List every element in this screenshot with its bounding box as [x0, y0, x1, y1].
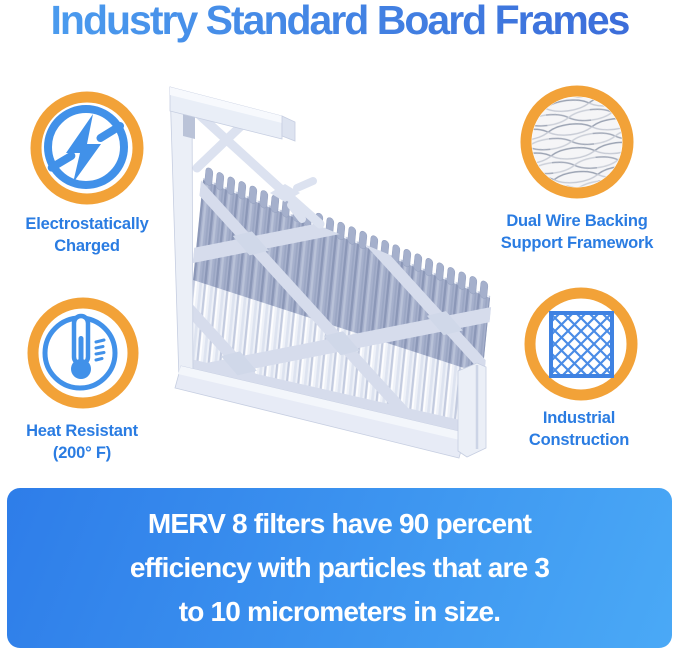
feature-label-line: Electrostatically [25, 215, 149, 233]
feature-label-line: Dual Wire Backing [506, 212, 648, 230]
banner-text-line: efficiency with particles that are 3 [129, 552, 550, 583]
page-title: Industry Standard Board Frames [0, 0, 679, 43]
lightning-bolt-icon [66, 114, 101, 183]
feature-label-line: Industrial [542, 409, 616, 427]
electrostatically-charged-icon [30, 91, 144, 205]
banner-text-line: to 10 micrometers in size. [178, 596, 501, 627]
info-banner: MERV 8 filters have 90 percent efficienc… [7, 488, 672, 648]
feature-label-dual-wire-backing: Dual Wire Backing Support Framework [487, 210, 667, 254]
feature-label-line: Charged [54, 237, 120, 255]
feature-label-line: (200° F) [52, 444, 112, 462]
thermometer-icon [27, 297, 139, 409]
feature-label-electrostatically-charged: Electrostatically Charged [0, 213, 177, 257]
feature-label-line: Construction [528, 431, 630, 449]
feature-label-line: Support Framework [500, 234, 654, 252]
feature-label-industrial-construction: Industrial Construction [489, 407, 669, 451]
wire-mesh-icon [520, 85, 634, 199]
diamond-lattice-icon [524, 287, 638, 401]
feature-label-line: Heat Resistant [26, 422, 138, 440]
feature-label-heat-resistant: Heat Resistant (200° F) [0, 420, 172, 464]
banner-text-line: MERV 8 filters have 90 percent [147, 508, 532, 539]
